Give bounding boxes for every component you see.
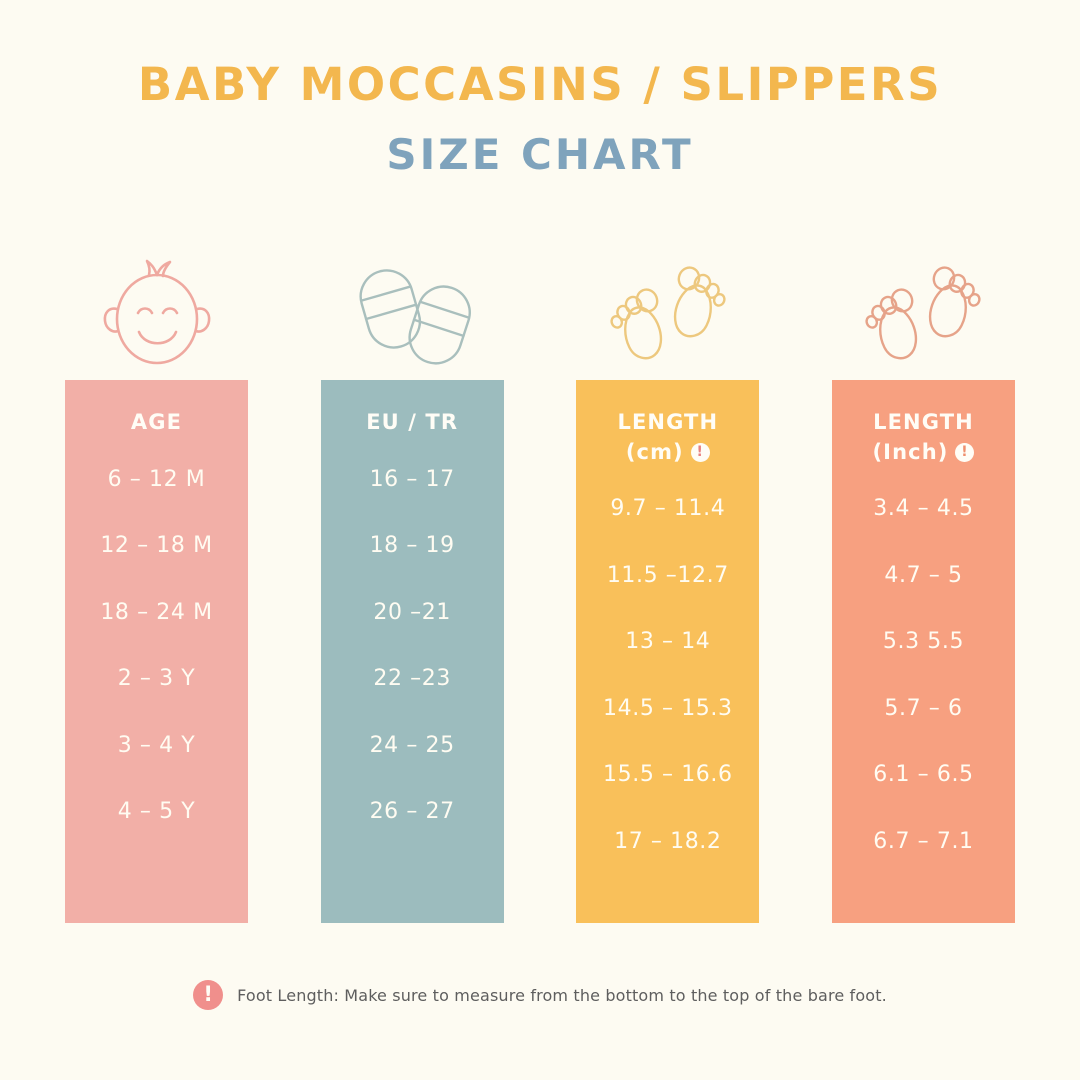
table-row: 9.7 – 11.4 xyxy=(610,496,726,522)
card-header-label: LENGTH xyxy=(617,410,719,434)
table-row: 18 – 19 xyxy=(369,533,455,559)
card-header-length-cm: LENGTH (cm) ! xyxy=(617,408,718,468)
table-row: 20 –21 xyxy=(373,599,451,625)
baby-face-icon xyxy=(97,250,217,380)
table-row: 4 – 5 Y xyxy=(117,799,196,825)
card-header-length-inch: LENGTH (Inch) ! xyxy=(872,408,975,468)
card-header-unit: (Inch) xyxy=(872,439,949,464)
table-row: 22 –23 xyxy=(373,666,451,692)
column-length-inch: LENGTH (Inch) ! 3.4 – 4.5 4.7 – 5 5.3 5.… xyxy=(831,250,1015,923)
table-row: 6.7 – 7.1 xyxy=(873,828,974,854)
card-rows-eu-tr: 16 – 17 18 – 19 20 –21 22 –23 24 – 25 26… xyxy=(321,446,504,923)
table-row: 16 – 17 xyxy=(369,466,455,492)
card-header-label: LENGTH xyxy=(873,410,974,434)
table-row: 17 – 18.2 xyxy=(614,828,722,854)
exclamation-icon: ! xyxy=(193,980,224,1010)
table-row: 15.5 – 16.6 xyxy=(603,762,733,788)
table-row: 14.5 – 15.3 xyxy=(603,695,733,721)
card-age: AGE 6 – 12 M 12 – 18 M 18 – 24 M 2 – 3 Y… xyxy=(65,380,248,923)
card-rows-length-cm: 9.7 – 11.4 11.5 –12.7 13 – 14 14.5 – 15.… xyxy=(576,476,759,923)
baby-footprints-icon xyxy=(607,250,729,380)
card-header-age: AGE xyxy=(131,408,182,438)
table-row: 11.5 –12.7 xyxy=(606,562,729,588)
info-icon-inch[interactable]: ! xyxy=(955,443,975,463)
page-subtitle: Size Chart xyxy=(386,130,694,179)
table-row: 24 – 25 xyxy=(369,732,455,758)
column-age: AGE 6 – 12 M 12 – 18 M 18 – 24 M 2 – 3 Y… xyxy=(65,250,248,923)
table-row: 13 – 14 xyxy=(625,629,711,655)
table-row: 18 – 24 M xyxy=(100,599,213,625)
card-header-label: AGE xyxy=(130,410,183,434)
card-header-unit: (cm) xyxy=(625,439,684,464)
table-row: 2 – 3 Y xyxy=(117,666,196,692)
baby-footprints-icon xyxy=(862,250,984,380)
column-eu-tr: EU / TR 16 – 17 18 – 19 20 –21 22 –23 24… xyxy=(320,250,504,923)
table-row: 6 – 12 M xyxy=(107,466,206,492)
column-length-cm: LENGTH (cm) ! 9.7 – 11.4 11.5 –12.7 13 –… xyxy=(576,250,760,923)
card-header-eu-tr: EU / TR xyxy=(366,408,458,438)
exclamation-glyph: ! xyxy=(961,443,969,460)
table-row: 5.7 – 6 xyxy=(884,695,963,721)
slippers-icon xyxy=(342,250,482,380)
table-row: 3 – 4 Y xyxy=(117,732,196,758)
card-length-cm: LENGTH (cm) ! 9.7 – 11.4 11.5 –12.7 13 –… xyxy=(576,380,760,923)
table-row: 12 – 18 M xyxy=(100,533,213,559)
card-length-inch: LENGTH (Inch) ! 3.4 – 4.5 4.7 – 5 5.3 5.… xyxy=(831,380,1015,923)
exclamation-glyph: ! xyxy=(696,443,705,460)
table-row: 5.3 5.5 xyxy=(882,629,965,655)
size-chart-columns: AGE 6 – 12 M 12 – 18 M 18 – 24 M 2 – 3 Y… xyxy=(65,250,1015,923)
table-row: 26 – 27 xyxy=(369,799,455,825)
exclamation-glyph: ! xyxy=(203,981,213,1006)
title-block: Baby Moccasins / Slippers Size Chart xyxy=(0,58,1080,180)
table-row: 4.7 – 5 xyxy=(884,562,963,588)
card-header-label: EU / TR xyxy=(366,410,459,434)
table-row: 6.1 – 6.5 xyxy=(873,762,974,788)
table-row: 3.4 – 4.5 xyxy=(873,496,974,522)
page-title: Baby Moccasins / Slippers xyxy=(137,58,943,111)
card-rows-length-inch: 3.4 – 4.5 4.7 – 5 5.3 5.5 5.7 – 6 6.1 – … xyxy=(832,476,1015,923)
footnote: ! Foot Length: Make sure to measure from… xyxy=(0,980,1080,1010)
info-icon-cm[interactable]: ! xyxy=(690,443,710,463)
footnote-text: Foot Length: Make sure to measure from t… xyxy=(237,985,887,1005)
card-eu-tr: EU / TR 16 – 17 18 – 19 20 –21 22 –23 24… xyxy=(320,380,504,923)
card-rows-age: 6 – 12 M 12 – 18 M 18 – 24 M 2 – 3 Y 3 –… xyxy=(65,446,248,923)
